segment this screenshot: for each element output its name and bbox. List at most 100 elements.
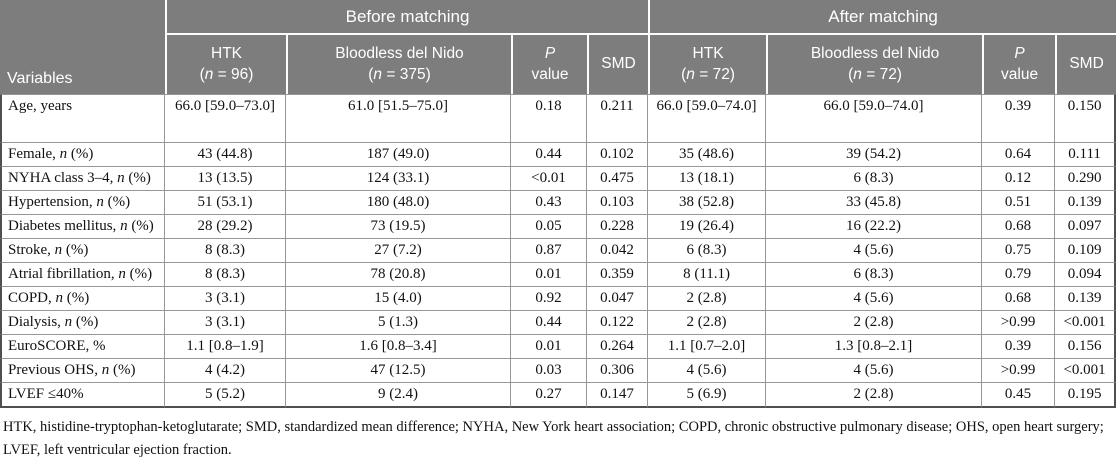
value-cell: 27 (7.2) <box>286 239 511 263</box>
row-label-post: (%) <box>62 242 89 258</box>
value-cell: 2 (2.8) <box>648 311 767 335</box>
column-subtitle-italic: n <box>204 65 214 83</box>
value-cell: 0.68 <box>982 215 1056 239</box>
value-cell: 0.359 <box>587 263 649 287</box>
row-label-pre: Dialysis, <box>8 314 65 330</box>
row-label-pre: COPD, <box>8 290 56 306</box>
group-header-after-matching: After matching <box>648 0 1116 35</box>
value-cell: 0.27 <box>511 383 587 408</box>
value-cell: <0.01 <box>511 167 587 191</box>
table-row: Age, years 66.0 [59.0–73.0] 61.0 [51.5–75.… <box>0 94 1116 143</box>
column-header-smd-after: SMD <box>1055 35 1116 94</box>
column-header-del-nido-after: Bloodless del Nido (n = 72) <box>766 35 983 94</box>
row-label-cell: EuroSCORE, % <box>0 335 165 359</box>
value-cell: 4 (4.2) <box>165 359 286 383</box>
value-cell: 0.45 <box>982 383 1056 408</box>
value-cell: 9 (2.4) <box>286 383 511 408</box>
value-cell: 0.211 <box>587 94 649 143</box>
row-label-pre: EuroSCORE, % <box>8 338 106 354</box>
table-row: Atrial fibrillation, n (%) 8 (8.3) 78 (20.… <box>0 263 1116 287</box>
row-label-pre: Stroke, <box>8 242 55 258</box>
table-row: Hypertension, n (%) 51 (53.1) 180 (48.0) 0.… <box>0 191 1116 215</box>
row-label-post: (%) <box>124 170 151 186</box>
value-cell: 0.68 <box>982 287 1056 311</box>
value-cell: 6 (8.3) <box>648 239 767 263</box>
value-cell: 0.05 <box>511 215 587 239</box>
value-cell: 4 (5.6) <box>766 359 983 383</box>
table-body: Age, years 66.0 [59.0–73.0] 61.0 [51.5–75.… <box>0 94 1116 408</box>
value-cell: 1.3 [0.8–2.1] <box>766 335 983 359</box>
row-label-pre: Diabetes mellitus, <box>8 218 121 234</box>
value-cell: 0.12 <box>982 167 1056 191</box>
value-cell: 43 (44.8) <box>165 143 286 167</box>
column-subtitle-post: = 72) <box>861 65 902 83</box>
column-subtitle-post: = 375) <box>382 65 431 83</box>
value-cell: 4 (5.6) <box>648 359 767 383</box>
column-subtitle: (n = 72) <box>770 65 980 85</box>
value-cell: 15 (4.0) <box>286 287 511 311</box>
column-title-text: SMD <box>1069 55 1104 73</box>
row-label-cell: LVEF ≤40% <box>0 383 165 408</box>
column-subtitle-post: = 96) <box>213 65 254 83</box>
value-cell: 0.139 <box>1055 287 1116 311</box>
value-cell: 66.0 [59.0–74.0] <box>648 94 767 143</box>
value-cell: 0.44 <box>511 311 587 335</box>
row-label-cell: Diabetes mellitus, n (%) <box>0 215 165 239</box>
value-cell: 0.44 <box>511 143 587 167</box>
column-header-htk-after: HTK (n = 72) <box>648 35 767 94</box>
row-label-cell: Age, years <box>0 94 165 143</box>
column-title: P <box>986 44 1053 64</box>
row-label-pre: LVEF ≤40% <box>8 386 84 402</box>
row-label-italic: n <box>64 314 73 330</box>
row-label-pre: NYHA class 3–4, <box>8 170 118 186</box>
value-cell: 16 (22.2) <box>766 215 983 239</box>
row-label-cell: Dialysis, n (%) <box>0 311 165 335</box>
value-cell: 5 (1.3) <box>286 311 511 335</box>
value-cell: 3 (3.1) <box>165 287 286 311</box>
row-label-post: (%) <box>72 314 99 330</box>
row-label-post: (%) <box>125 266 153 282</box>
value-cell: 35 (48.6) <box>648 143 767 167</box>
table-footnote: HTK, histidine-tryptophan-ketoglutarate;… <box>3 419 1104 459</box>
column-title: SMD <box>591 54 646 74</box>
column-title: HTK <box>169 44 284 64</box>
value-cell: 180 (48.0) <box>286 191 511 215</box>
column-subtitle: (n = 72) <box>652 65 764 85</box>
column-subtitle-italic: n <box>853 65 862 83</box>
row-label-italic: n <box>96 194 104 210</box>
value-cell: 33 (45.8) <box>766 191 983 215</box>
table-row: NYHA class 3–4, n (%) 13 (13.5) 124 (33.1)… <box>0 167 1116 191</box>
value-cell: 0.150 <box>1055 94 1116 143</box>
value-cell: 28 (29.2) <box>165 215 286 239</box>
value-cell: 51 (53.1) <box>165 191 286 215</box>
table-row: COPD, n (%) 3 (3.1) 15 (4.0) 0.92 0.047 2 (2.… <box>0 287 1116 311</box>
row-label-cell: NYHA class 3–4, n (%) <box>0 167 165 191</box>
value-cell: 0.64 <box>982 143 1056 167</box>
group-header-before-matching: Before matching <box>165 0 649 35</box>
table-row: Diabetes mellitus, n (%) 28 (29.2) 73 (19.… <box>0 215 1116 239</box>
value-cell: 0.18 <box>511 94 587 143</box>
column-header-smd-before: SMD <box>587 35 649 94</box>
value-cell: 0.111 <box>1055 143 1116 167</box>
column-title: Bloodless del Nido <box>290 44 509 64</box>
value-cell: 6 (8.3) <box>766 167 983 191</box>
value-cell: 124 (33.1) <box>286 167 511 191</box>
row-label-italic: n <box>55 290 64 306</box>
value-cell: 0.87 <box>511 239 587 263</box>
column-title-text: SMD <box>601 55 636 73</box>
value-cell: 47 (12.5) <box>286 359 511 383</box>
column-title: HTK <box>652 44 764 64</box>
row-label-post: (%) <box>109 362 136 378</box>
table-row: Dialysis, n (%) 3 (3.1) 5 (1.3) 0.44 0.122 2 … <box>0 311 1116 335</box>
value-cell: 0.109 <box>1055 239 1116 263</box>
row-label-italic: n <box>117 170 125 186</box>
column-subtitle: (n = 96) <box>169 65 284 85</box>
table-row: LVEF ≤40% 5 (5.2) 9 (2.4) 0.27 0.147 5 (6.9) 2… <box>0 383 1116 408</box>
value-cell: 13 (13.5) <box>165 167 286 191</box>
value-cell: 5 (6.9) <box>648 383 767 408</box>
value-cell: 2 (2.8) <box>766 311 983 335</box>
value-cell: 0.43 <box>511 191 587 215</box>
